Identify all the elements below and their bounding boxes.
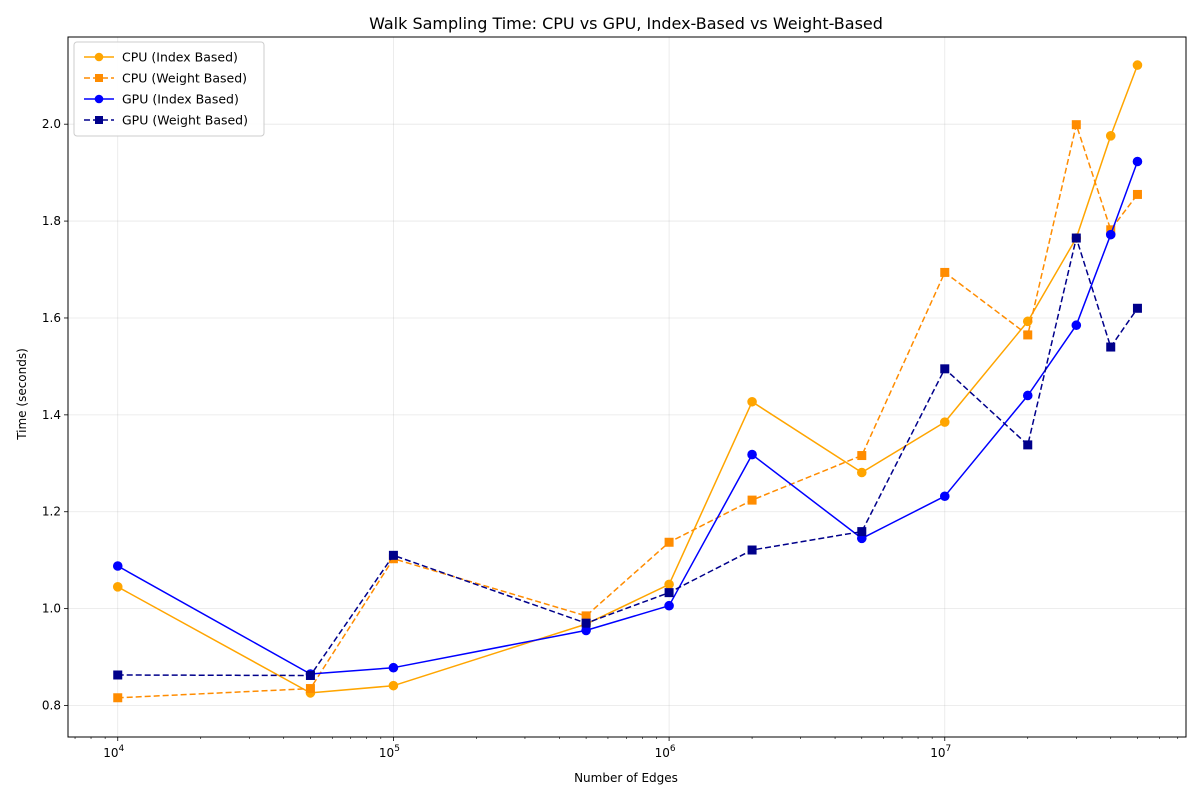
data-point [1105,229,1116,240]
y-tick-label: 1.2 [42,505,61,519]
data-point [1071,233,1081,243]
y-tick-label: 0.8 [42,699,61,713]
legend-marker [94,52,104,62]
data-point [939,491,950,502]
legend-box [73,41,265,137]
data-point [112,582,123,592]
data-point [940,364,950,374]
data-point [1132,303,1142,313]
data-point [747,396,757,407]
x-tick-exponent: 7 [946,744,952,754]
data-point [664,600,674,611]
y-axis-label: Time (seconds) [15,348,29,441]
data-point [664,579,674,590]
data-point [1106,342,1116,352]
data-point [113,670,123,680]
series-line [117,123,1139,699]
data-point [939,417,950,427]
series-1 [113,120,1142,703]
legend-label: CPU (Weight Based) [122,71,247,86]
data-point [1023,330,1033,340]
legend-label: GPU (Weight Based) [122,113,248,128]
data-point [940,267,950,277]
legend-marker [94,94,104,104]
data-point [388,662,399,673]
data-point [1071,320,1082,331]
y-tick-label: 1.4 [42,408,61,422]
legend-marker [95,116,103,124]
plot-frame [67,36,1187,738]
data-point [747,495,757,505]
data-point [112,561,123,571]
data-point [747,449,757,460]
data-point [388,680,399,691]
data-point [747,545,757,555]
data-point [305,670,315,680]
data-point [113,693,123,703]
data-point [1023,440,1033,450]
data-point [1132,156,1143,167]
data-point [856,467,867,478]
data-point [388,550,398,560]
legend-label: GPU (Index Based) [122,92,239,107]
data-point [1105,131,1116,141]
data-point [581,618,591,628]
series-3 [113,233,1142,680]
data-point [1022,316,1033,327]
series-line [117,64,1139,694]
data-point [1132,60,1143,70]
data-point [1022,390,1033,401]
x-axis-label: Number of Edges [574,771,678,785]
data-point [857,451,867,461]
y-tick-label: 1.8 [42,214,61,228]
data-point [1132,189,1142,199]
y-tick-label: 1.0 [42,602,61,616]
y-tick-label: 2.0 [42,117,61,131]
data-point [664,588,674,598]
data-point [305,684,315,694]
x-tick-exponent: 4 [119,744,125,754]
legend-marker [95,74,103,82]
legend: CPU (Index Based) CPU (Weight Based) GPU (… [73,41,265,137]
x-tick-exponent: 6 [670,744,676,754]
data-point [664,537,674,547]
x-tick-exponent: 5 [394,744,400,754]
series-line [117,161,1139,675]
data-point [857,527,867,537]
legend-label: CPU (Index Based) [122,50,238,65]
y-tick-label: 1.6 [42,311,61,325]
plot-series [112,60,1143,703]
data-point [1071,120,1081,130]
series-line [117,237,1139,677]
chart-title: Walk Sampling Time: CPU vs GPU, Index-Ba… [369,14,883,33]
